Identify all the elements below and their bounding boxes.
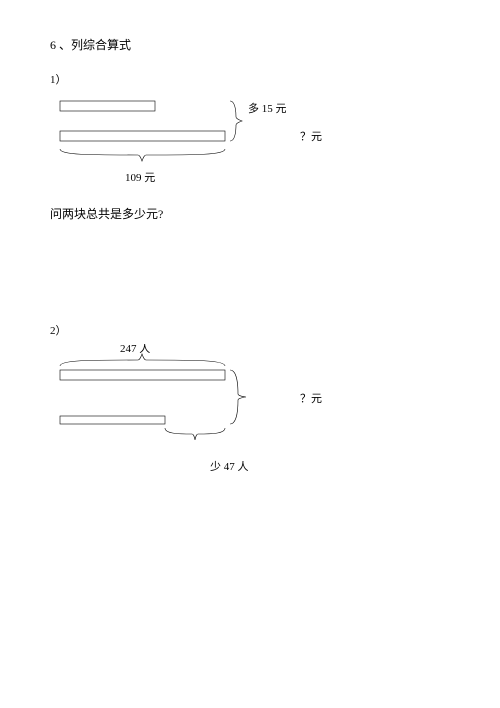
p1-qmark-label: ？元 (300, 131, 322, 143)
problem-2-number: 2） (50, 322, 450, 338)
p1-bar-long (60, 131, 225, 141)
p1-right-brace (230, 101, 242, 141)
p2-bottom-label: 少 47 人 (210, 460, 249, 473)
problem-1-number: 1） (50, 71, 450, 87)
p1-bar-short (60, 101, 155, 111)
problem-1-question: 问两块总共是多少元? (50, 205, 450, 222)
p2-bar-long (60, 370, 225, 380)
section-heading: 6 、列综合算式 (50, 36, 450, 53)
p1-bottom-label: 109 元 (125, 172, 155, 184)
math-worksheet-page: 6 、列综合算式 1） 多 15 元 ？元 109 元 问两块总共是多少元? 2… (0, 0, 500, 708)
p2-top-brace (60, 354, 225, 366)
problem-1-diagram: 多 15 元 ？元 109 元 (50, 93, 380, 193)
p1-more-label: 多 15 元 (248, 101, 287, 115)
p2-qmark-label: ？元 (300, 393, 322, 405)
p2-top-label: 247 人 (120, 344, 150, 355)
p2-bar-short (60, 416, 165, 424)
p2-right-brace (230, 370, 246, 424)
problem-2-diagram: 247 人 ？元 少 47 人 (50, 344, 380, 484)
p2-bottom-small-brace (165, 428, 225, 440)
p1-bottom-brace (60, 149, 225, 161)
